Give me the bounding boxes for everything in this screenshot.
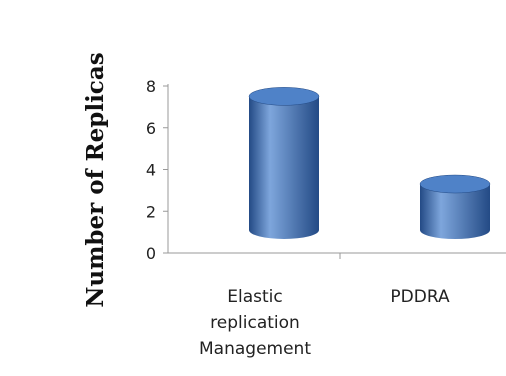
y-tick-label: 0 [146,244,156,263]
bars [248,87,491,239]
bar-body [420,184,490,239]
y-axis-title: Number of Replicas [82,52,109,307]
axes: 0 2 4 6 8 [146,77,506,263]
y-tick-label: 2 [146,202,156,221]
bar-top [248,87,320,106]
labels: Elastic replication Management PDDRA Number … [82,52,450,359]
bar-2 [419,174,491,239]
category-label: Elastic [227,287,282,307]
bar-body [249,96,319,239]
y-tick-label: 8 [146,77,156,96]
category-label: PDDRA [390,287,450,307]
y-tick-label: 4 [146,161,156,180]
bar-1 [248,87,320,239]
y-tick-label: 6 [146,119,156,138]
category-label: replication [210,313,300,333]
category-label: Management [199,339,311,359]
bar-top [419,174,491,194]
